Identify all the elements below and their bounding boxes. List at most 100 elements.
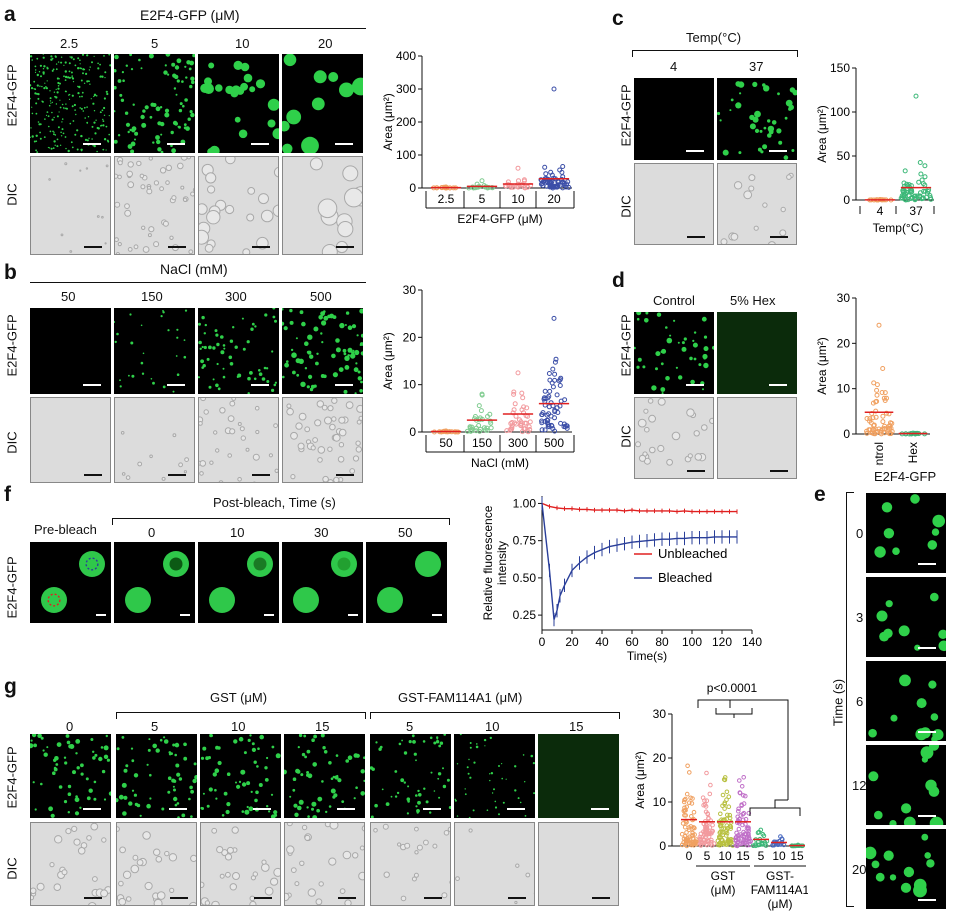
panel-f-header: Post-bleach, Time (s) [213,495,336,510]
significance-bracket [774,799,788,808]
data-point [909,189,915,195]
fluorescence-image [866,493,946,573]
data-point [888,425,894,431]
data-point [736,808,741,814]
data-point [880,366,886,371]
panel-letter-f: f [4,483,11,506]
data-point [488,420,494,426]
data-point [476,403,482,409]
x-tick-label: 120 [712,635,732,649]
y-axis-label: Area (μm²) [815,105,829,163]
data-point [683,808,688,813]
y-tick-label: 100 [396,148,416,162]
data-point [725,812,730,818]
panel-letter-g: g [4,675,17,698]
data-point [700,795,706,800]
data-point [565,179,571,185]
panel-a-col-4: 20 [318,36,333,51]
dic-image [282,156,363,255]
chart-c: 0 50 100 150 Area (μm²) 4 37 Temp(°C) [815,61,935,235]
data-point [522,420,528,426]
data-point [554,184,560,190]
data-point [887,423,893,429]
panel-b-col-3: 300 [225,289,247,304]
data-point [884,410,889,416]
data-point [479,391,485,397]
data-point [880,419,886,425]
panel-letter-c: c [612,7,624,30]
x-axis-label: E2F4-GFP (μM) [457,212,542,226]
data-point [707,791,713,797]
panel-e-axis-label: Time (s) [830,678,846,727]
data-point [557,383,563,388]
panel-letter-d: d [612,269,625,292]
data-point [913,93,919,99]
data-point [549,422,554,428]
data-point [737,778,742,783]
panel-g-gst-bracket [116,712,366,719]
dic-image [454,822,535,906]
panel-a-header-line [30,28,366,29]
scale-bar [686,384,704,386]
data-point [746,836,752,842]
data-point [881,395,887,401]
scale-bar [336,246,354,248]
fluorescence-image [30,734,111,818]
data-point [913,196,918,202]
data-point [512,401,518,407]
data-point [545,417,551,423]
fluorescence-image [370,734,451,818]
panel-a-header: E2F4-GFP (μM) [140,7,240,23]
panel-a-col-3: 10 [235,36,250,51]
y-tick-label: 20 [653,751,667,765]
fluorescence-image [866,745,946,825]
x-tick-label: 100 [682,635,702,649]
dic-image [717,163,797,245]
y-tick-label: 10 [403,378,417,392]
dic-image [284,822,365,906]
y-tick-label: 0.75 [513,534,537,548]
fluorescence-image [284,734,365,818]
fluorescence-image [634,312,714,394]
data-point [880,413,886,419]
scale-bar [918,563,936,565]
panel-g-col-0: 0 [66,719,74,734]
fluorescence-image [114,542,195,623]
x-tick-label: 60 [625,635,639,649]
fluorescence-image [866,661,946,741]
fluorescence-image [114,54,195,153]
chart-f: 0.25 0.50 0.75 1.00 0 20 40 60 80 100 120 140 Time(s… [482,496,762,663]
data-point [519,429,525,435]
y-tick-label: 20 [837,336,851,350]
data-point [515,165,521,171]
data-point [551,315,557,321]
chart-a: 0 100 200 300 400 Area (μm²) 2.5 5 10 20 E2F4-GFP … [381,49,575,226]
panel-letter-b: b [4,261,17,284]
fluorescence-image [717,78,797,160]
dic-image [30,822,111,906]
fluorescence-image [866,577,946,657]
scale-bar [687,470,705,472]
scale-bar [918,899,936,901]
data-point [743,816,749,822]
dic-image [370,822,451,906]
data-point [723,840,729,845]
data-point [550,384,556,390]
y-tick-label: 30 [653,707,667,721]
x-tick-label: Control [872,442,886,466]
panel-b-col-2: 150 [141,289,163,304]
dic-image [198,397,279,483]
data-point [682,824,688,830]
data-point [539,427,545,433]
data-point [511,391,517,397]
data-point [475,184,481,190]
data-point [745,842,750,848]
y-tick-label: 0 [409,425,416,439]
scale-bar [83,143,101,145]
data-point [720,803,725,809]
panel-e-axis-tick-bottom [846,906,854,907]
y-axis-label: Relative fluorescence [482,505,495,620]
scale-bar [337,808,355,810]
data-point [718,811,723,817]
data-point [550,366,556,372]
